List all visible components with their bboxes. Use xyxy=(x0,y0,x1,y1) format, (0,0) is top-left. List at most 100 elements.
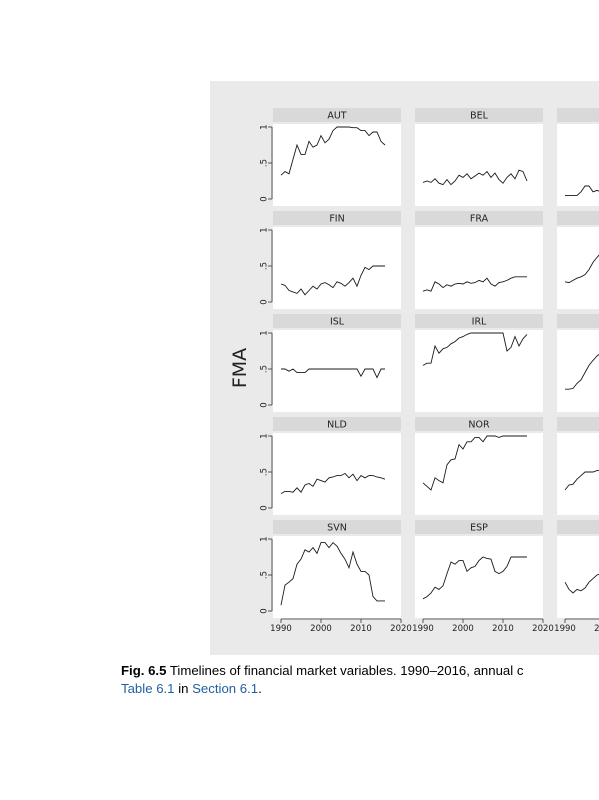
caption-label: Fig. 6.5 xyxy=(121,663,167,678)
y-tick-label: 0 xyxy=(260,505,270,510)
panel-fin: FIN 0 .5 1 xyxy=(260,211,401,309)
series-line xyxy=(281,368,385,379)
panel-plot-area xyxy=(557,536,599,618)
panel-plot-area xyxy=(415,433,543,515)
panel-plot-area xyxy=(557,227,599,309)
figure-caption: Fig. 6.5 Timelines of financial market v… xyxy=(121,662,599,698)
y-tick-label: .5 xyxy=(260,365,270,373)
panel-strip xyxy=(415,211,543,225)
panel-plot-area xyxy=(557,124,599,206)
panel-title: NLD xyxy=(327,420,347,431)
series-line xyxy=(422,435,527,491)
panel-fra: FRA xyxy=(415,211,543,309)
series-line xyxy=(564,573,599,594)
panel-plot-area xyxy=(273,124,401,206)
caption-link-section[interactable]: Section 6.1 xyxy=(192,681,259,696)
panel-strip xyxy=(273,211,401,225)
panel-aut: AUT 0 .5 1 xyxy=(260,108,401,206)
panel-title: FIN xyxy=(329,214,344,225)
y-tick-label: 1 xyxy=(260,124,270,129)
panel-plot-area xyxy=(557,433,599,515)
panel-plot-area xyxy=(273,330,401,412)
panel-plot-area xyxy=(415,330,543,412)
y-tick-label: 0 xyxy=(260,608,270,613)
panel-strip xyxy=(415,520,543,534)
panel-title: AUT xyxy=(327,111,346,122)
x-tick-label: 2000 xyxy=(594,624,599,634)
caption-end-text: . xyxy=(258,681,262,696)
series-line xyxy=(422,169,528,186)
panel-col3-row3 xyxy=(557,314,599,412)
panel-plot-area xyxy=(273,536,401,618)
x-tick-label: 2000 xyxy=(310,624,332,634)
y-tick-label: 1 xyxy=(260,433,270,438)
x-tick-label: 1990 xyxy=(554,624,576,634)
y-tick-label: 0 xyxy=(260,299,270,304)
panel-strip xyxy=(415,417,543,431)
series-line xyxy=(564,470,599,491)
panel-isl: ISL 0 .5 1 xyxy=(260,314,401,412)
panel-title: ISL xyxy=(330,317,345,328)
y-tick-label: 1 xyxy=(260,536,270,541)
caption-mid-text: in xyxy=(174,681,193,696)
panel-plot-area xyxy=(273,433,401,515)
series-line xyxy=(280,541,385,606)
caption-text: Timelines of financial market variables.… xyxy=(166,663,524,678)
panel-plot-area xyxy=(273,227,401,309)
panel-col3-row2 xyxy=(557,211,599,309)
x-tick-label: 2010 xyxy=(492,624,514,634)
y-tick-label: 0 xyxy=(260,402,270,407)
series-line xyxy=(565,185,599,196)
panel-strip xyxy=(557,314,599,328)
caption-link-table[interactable]: Table 6.1 xyxy=(121,681,175,696)
panel-strip xyxy=(273,417,401,431)
panel-title: NOR xyxy=(468,420,490,431)
y-tick-label: .5 xyxy=(260,159,270,167)
x-tick-label: 1990 xyxy=(412,624,434,634)
panel-strip xyxy=(415,314,543,328)
x-tick-label: 2020 xyxy=(532,624,554,634)
panel-col3-row4 xyxy=(557,417,599,515)
panel-plot-area xyxy=(415,124,543,206)
panel-col3-row1 xyxy=(557,108,599,206)
panel-title: SVN xyxy=(327,523,347,534)
y-tick-label: 1 xyxy=(260,227,270,232)
panel-strip xyxy=(273,108,401,122)
panel-title: FRA xyxy=(470,214,489,225)
small-multiples-chart: FMA AUT 0 .5 1 BEL FIN 0 .5 1 FRA ISL 0 .5 1 IRL NLD 0 .5 1… xyxy=(229,108,599,634)
series-line xyxy=(422,332,528,366)
series-line xyxy=(280,472,386,494)
series-line xyxy=(280,265,385,296)
y-tick-label: 1 xyxy=(260,330,270,335)
panel-strip xyxy=(557,520,599,534)
panel-svn: SVN 0 .5 1 1990 2000 2010 2020 xyxy=(260,520,412,634)
y-axis-label: FMA xyxy=(229,348,251,388)
panel-plot-area xyxy=(415,536,543,618)
series-line xyxy=(564,254,599,284)
x-tick-label: 2020 xyxy=(390,624,412,634)
x-tick-label: 2000 xyxy=(452,624,474,634)
panel-nld: NLD 0 .5 1 xyxy=(260,417,401,515)
panel-title: ESP xyxy=(470,523,488,534)
series-line xyxy=(565,354,599,390)
panel-strip xyxy=(273,520,401,534)
series-line xyxy=(280,126,386,176)
panel-plot-area xyxy=(415,227,543,309)
panel-title: BEL xyxy=(470,111,489,122)
y-tick-label: .5 xyxy=(260,262,270,270)
panel-esp: ESP 1990 2000 2010 2020 xyxy=(412,520,554,634)
panel-irl: IRL xyxy=(415,314,543,412)
panel-strip xyxy=(557,211,599,225)
panel-bel: BEL xyxy=(415,108,543,206)
x-tick-label: 1990 xyxy=(270,624,292,634)
panel-nor: NOR xyxy=(415,417,543,515)
y-tick-label: 0 xyxy=(260,196,270,201)
panel-plot-area xyxy=(557,330,599,412)
panel-strip xyxy=(557,108,599,122)
series-line xyxy=(422,276,527,292)
panel-strip xyxy=(415,108,543,122)
panel-title: IRL xyxy=(472,317,487,328)
x-tick-label: 2010 xyxy=(350,624,372,634)
panel-strip xyxy=(557,417,599,431)
